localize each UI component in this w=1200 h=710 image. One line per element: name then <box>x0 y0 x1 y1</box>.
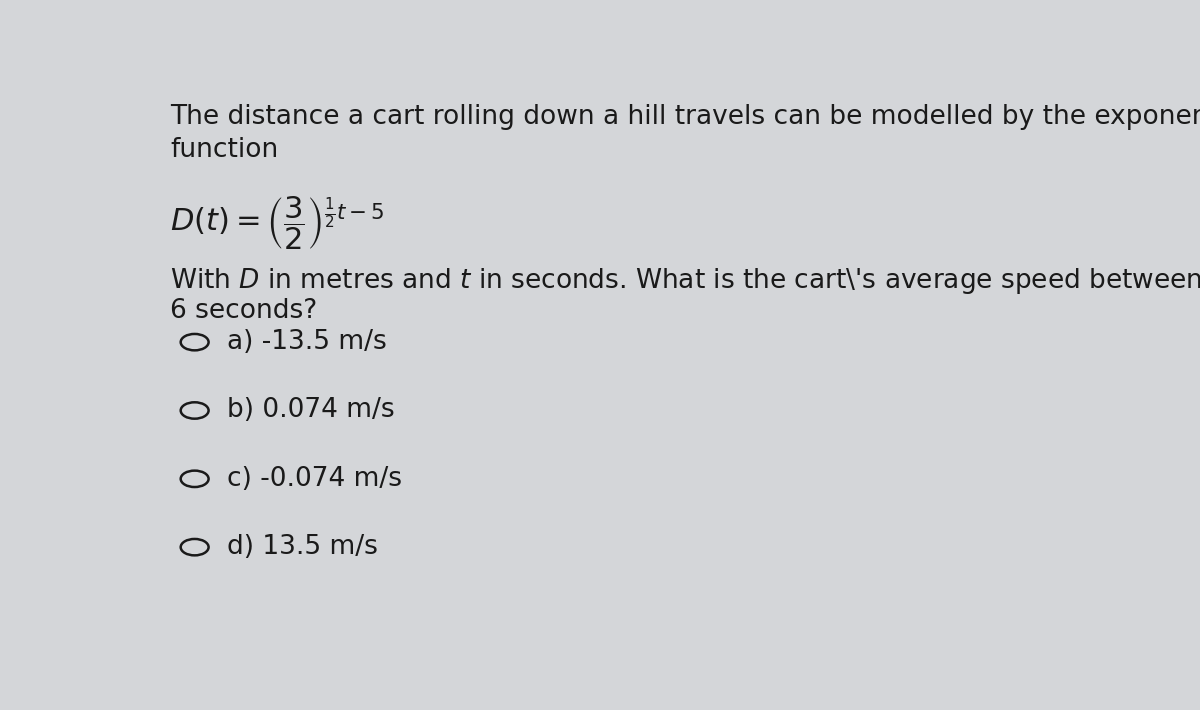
Text: $D(t) = \left(\dfrac{3}{2}\right)^{\frac{1}{2}t-5}$: $D(t) = \left(\dfrac{3}{2}\right)^{\frac… <box>170 195 385 252</box>
Text: 6 seconds?: 6 seconds? <box>170 298 318 324</box>
Text: d) 13.5 m/s: d) 13.5 m/s <box>227 534 378 560</box>
Text: a) -13.5 m/s: a) -13.5 m/s <box>227 329 386 355</box>
Text: function: function <box>170 137 278 163</box>
Text: With $D$ in metres and $t$ in seconds. What is the cart\'s average speed between: With $D$ in metres and $t$ in seconds. W… <box>170 266 1200 295</box>
Text: b) 0.074 m/s: b) 0.074 m/s <box>227 398 395 423</box>
Text: c) -0.074 m/s: c) -0.074 m/s <box>227 466 402 492</box>
Text: The distance a cart rolling down a hill travels can be modelled by the exponenti: The distance a cart rolling down a hill … <box>170 104 1200 131</box>
